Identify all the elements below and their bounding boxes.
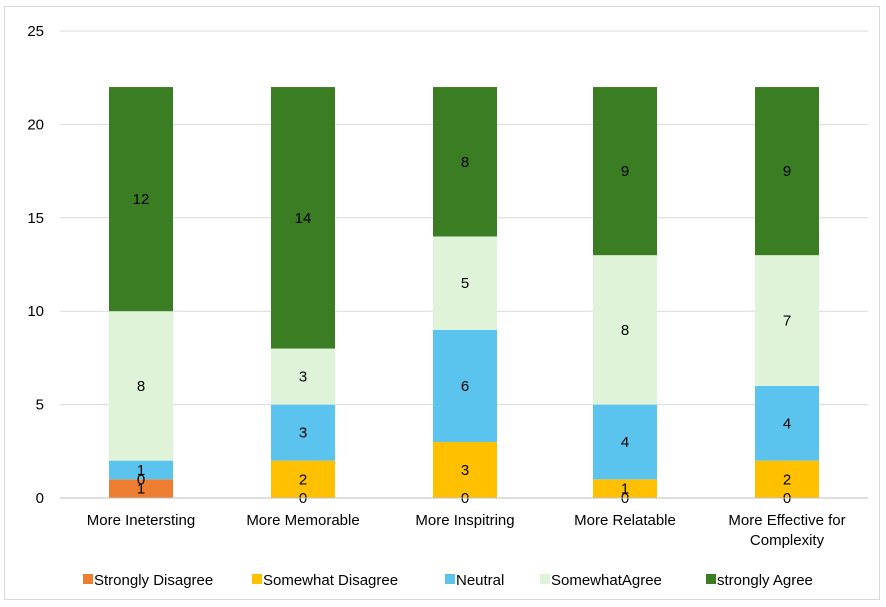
- bar-segment: [593, 479, 657, 498]
- y-tick-label: 10: [27, 303, 44, 320]
- legend-swatch: [540, 574, 550, 584]
- y-tick-label: 25: [27, 23, 44, 40]
- legend-label: Neutral: [456, 572, 504, 589]
- y-tick-label: 5: [36, 397, 44, 414]
- bar-segment: [271, 87, 335, 349]
- legend: Strongly Disagree Somewhat Disagree Neutra…: [83, 572, 813, 589]
- data-label: 8: [137, 378, 145, 395]
- bar-segment: [593, 87, 657, 256]
- y-axis: 0 5 10 15 20 25: [27, 23, 44, 507]
- bar-segment: [109, 479, 173, 498]
- category-label: More Relatable: [574, 512, 676, 529]
- data-label: 8: [621, 322, 629, 339]
- data-label: 14: [295, 210, 312, 227]
- data-label: 1: [137, 481, 145, 498]
- category-label: More Effective for: [728, 512, 845, 529]
- category-label: More Memorable: [246, 512, 359, 529]
- bar-segment: [755, 255, 819, 386]
- data-label: 2: [783, 471, 791, 488]
- data-label: 3: [461, 462, 469, 479]
- category-label: More Inetersting: [87, 512, 195, 529]
- legend-label: Somewhat Disagree: [263, 572, 398, 589]
- data-label: 6: [461, 378, 469, 395]
- category-label: Complexity: [750, 532, 825, 549]
- y-tick-label: 20: [27, 116, 44, 133]
- y-tick-label: 0: [36, 490, 44, 507]
- legend-label: SomewhatAgree: [551, 572, 662, 589]
- bar-segment: [593, 255, 657, 405]
- x-axis: More Inetersting More Memorable More Inspi…: [60, 497, 868, 549]
- bar-segment: [755, 385, 819, 461]
- bar-segment: [109, 311, 173, 461]
- bar-segment: [755, 460, 819, 498]
- data-label: 1: [137, 462, 145, 479]
- bar-segment: [109, 87, 173, 312]
- bar-segment: [271, 348, 335, 405]
- legend-label: strongly Agree: [717, 572, 813, 589]
- bar-segment: [433, 87, 497, 237]
- bar-segment: [433, 441, 497, 498]
- y-tick-label: 15: [27, 210, 44, 227]
- bar-segment: [271, 460, 335, 498]
- bars: [109, 87, 819, 498]
- bar-segment: [755, 87, 819, 256]
- data-label: 4: [783, 415, 791, 432]
- data-label: 4: [621, 434, 629, 451]
- data-label: 0: [137, 471, 145, 488]
- data-label: 9: [621, 163, 629, 180]
- bar-segment: [593, 404, 657, 480]
- bar-segment: [109, 460, 173, 480]
- legend-label: Strongly Disagree: [94, 572, 213, 589]
- data-label: 2: [299, 471, 307, 488]
- data-label: 3: [299, 369, 307, 386]
- legend-swatch: [83, 574, 93, 584]
- data-label: 5: [461, 275, 469, 292]
- data-label: 7: [783, 313, 791, 330]
- bar-segment: [433, 329, 497, 442]
- legend-swatch: [252, 574, 262, 584]
- category-label: More Inspitring: [415, 512, 514, 529]
- legend-swatch: [445, 574, 455, 584]
- bar-segment: [271, 404, 335, 461]
- data-label: 9: [783, 163, 791, 180]
- data-label: 1: [621, 481, 629, 498]
- bar-segment: [433, 236, 497, 330]
- legend-swatch: [706, 574, 716, 584]
- data-label: 8: [461, 154, 469, 171]
- data-label: 12: [133, 191, 150, 208]
- data-label: 3: [299, 425, 307, 442]
